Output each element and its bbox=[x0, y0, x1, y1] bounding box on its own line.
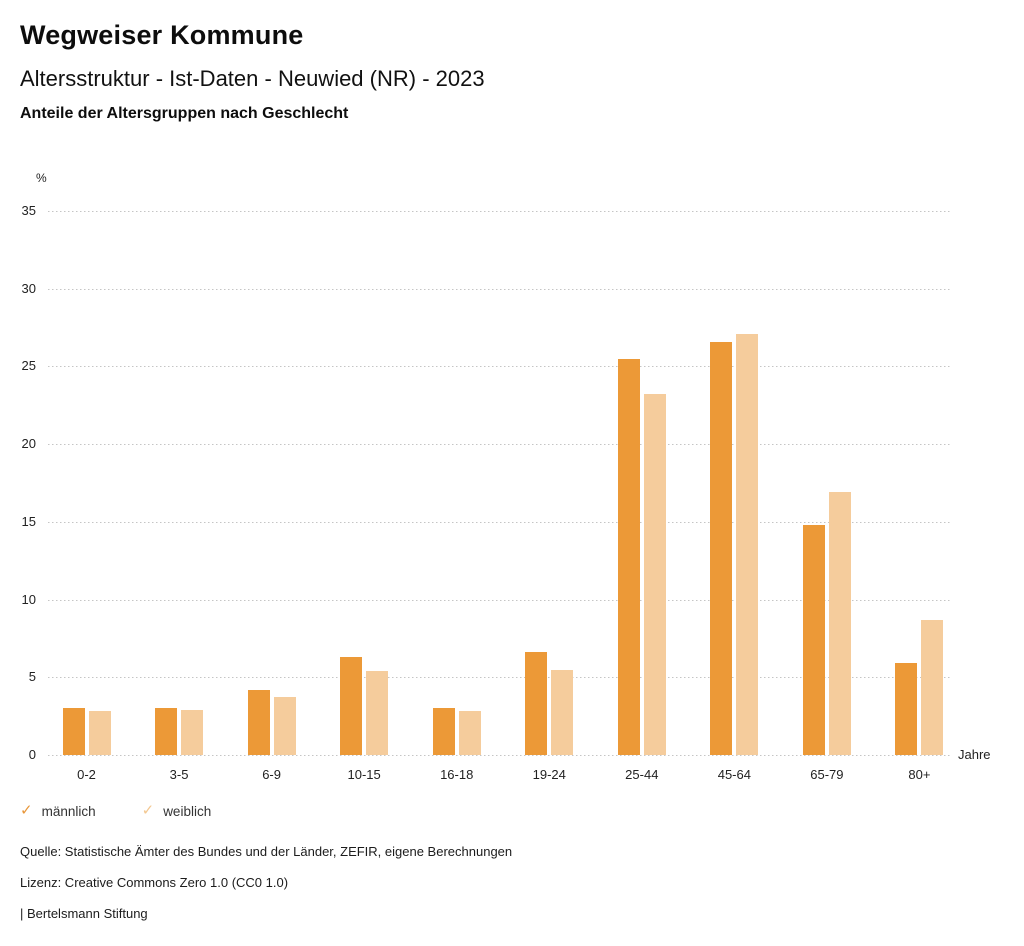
gridline-35 bbox=[48, 211, 950, 212]
bar-weiblich-0-2[interactable] bbox=[88, 711, 111, 755]
bar-weiblich-3-5[interactable] bbox=[181, 709, 204, 755]
gridline-10 bbox=[48, 599, 950, 601]
x-tick-label-16-18: 16-18 bbox=[440, 767, 474, 782]
bar-maennlich-10-15[interactable] bbox=[340, 657, 363, 755]
license-text: Lizenz: Creative Commons Zero 1.0 (CC0 1… bbox=[20, 875, 289, 890]
x-tick-label-19-24: 19-24 bbox=[532, 767, 566, 782]
check-icon: ✓ bbox=[141, 802, 155, 819]
bar-weiblich-19-24[interactable] bbox=[551, 669, 574, 755]
bar-weiblich-25-44[interactable] bbox=[643, 394, 666, 755]
legend: ✓ männlich ✓ weiblich bbox=[20, 803, 211, 819]
x-tick-label-3-5: 3-5 bbox=[169, 767, 189, 782]
bar-maennlich-6-9[interactable] bbox=[247, 689, 270, 755]
bar-weiblich-16-18[interactable] bbox=[458, 711, 481, 755]
x-tick-label-45-64: 45-64 bbox=[717, 767, 751, 782]
gridline-30 bbox=[48, 288, 950, 290]
y-axis-unit-label: % bbox=[36, 171, 47, 185]
chart-title: Altersstruktur - Ist-Daten - Neuwied (NR… bbox=[20, 66, 485, 91]
bar-weiblich-45-64[interactable] bbox=[736, 333, 759, 755]
bar-maennlich-45-64[interactable] bbox=[710, 341, 733, 755]
x-tick-label-10-15: 10-15 bbox=[347, 767, 381, 782]
bar-weiblich-6-9[interactable] bbox=[273, 697, 296, 755]
gridline-20 bbox=[48, 444, 950, 446]
y-tick-label-20: 20 bbox=[21, 436, 36, 452]
x-tick-label-65-79: 65-79 bbox=[810, 767, 844, 782]
page-title: Wegweiser Kommune bbox=[20, 20, 304, 50]
gridline-5 bbox=[48, 677, 950, 679]
x-tick-label-6-9: 6-9 bbox=[262, 767, 281, 782]
x-tick-label-80+: 80+ bbox=[908, 767, 931, 782]
x-axis-unit-label: Jahre bbox=[958, 747, 991, 762]
legend-label-maennlich: männlich bbox=[41, 803, 96, 819]
bar-maennlich-16-18[interactable] bbox=[432, 708, 455, 755]
bar-maennlich-0-2[interactable] bbox=[62, 708, 85, 755]
bar-weiblich-10-15[interactable] bbox=[366, 671, 389, 755]
attribution-text: | Bertelsmann Stiftung bbox=[20, 906, 148, 921]
y-tick-label-15: 15 bbox=[21, 513, 36, 529]
x-tick-label-25-44: 25-44 bbox=[625, 767, 659, 782]
bar-weiblich-65-79[interactable] bbox=[828, 492, 851, 755]
y-tick-label-35: 35 bbox=[21, 203, 36, 218]
bar-maennlich-65-79[interactable] bbox=[802, 524, 825, 755]
y-tick-label-5: 5 bbox=[28, 669, 36, 685]
y-tick-label-30: 30 bbox=[21, 280, 36, 296]
source-text: Quelle: Statistische Ämter des Bundes un… bbox=[20, 844, 513, 859]
gridline-0 bbox=[48, 755, 950, 756]
check-icon: ✓ bbox=[20, 802, 33, 819]
gridline-15 bbox=[48, 521, 950, 523]
chart-subtitle: Anteile der Altersgruppen nach Geschlech… bbox=[20, 105, 349, 122]
legend-label-weiblich: weiblich bbox=[163, 803, 212, 819]
y-tick-label-25: 25 bbox=[21, 358, 36, 374]
legend-item-maennlich[interactable]: ✓ männlich bbox=[20, 803, 96, 819]
y-tick-label-10: 10 bbox=[21, 591, 36, 607]
bar-maennlich-25-44[interactable] bbox=[617, 358, 640, 755]
bar-weiblich-80+[interactable] bbox=[921, 619, 944, 755]
bar-maennlich-80+[interactable] bbox=[895, 663, 918, 755]
gridline-25 bbox=[48, 366, 950, 368]
legend-item-weiblich[interactable]: ✓ weiblich bbox=[142, 803, 212, 819]
y-tick-label-0: 0 bbox=[28, 747, 36, 762]
bar-maennlich-3-5[interactable] bbox=[155, 708, 178, 755]
x-tick-label-0-2: 0-2 bbox=[77, 767, 96, 782]
bar-maennlich-19-24[interactable] bbox=[525, 652, 548, 755]
